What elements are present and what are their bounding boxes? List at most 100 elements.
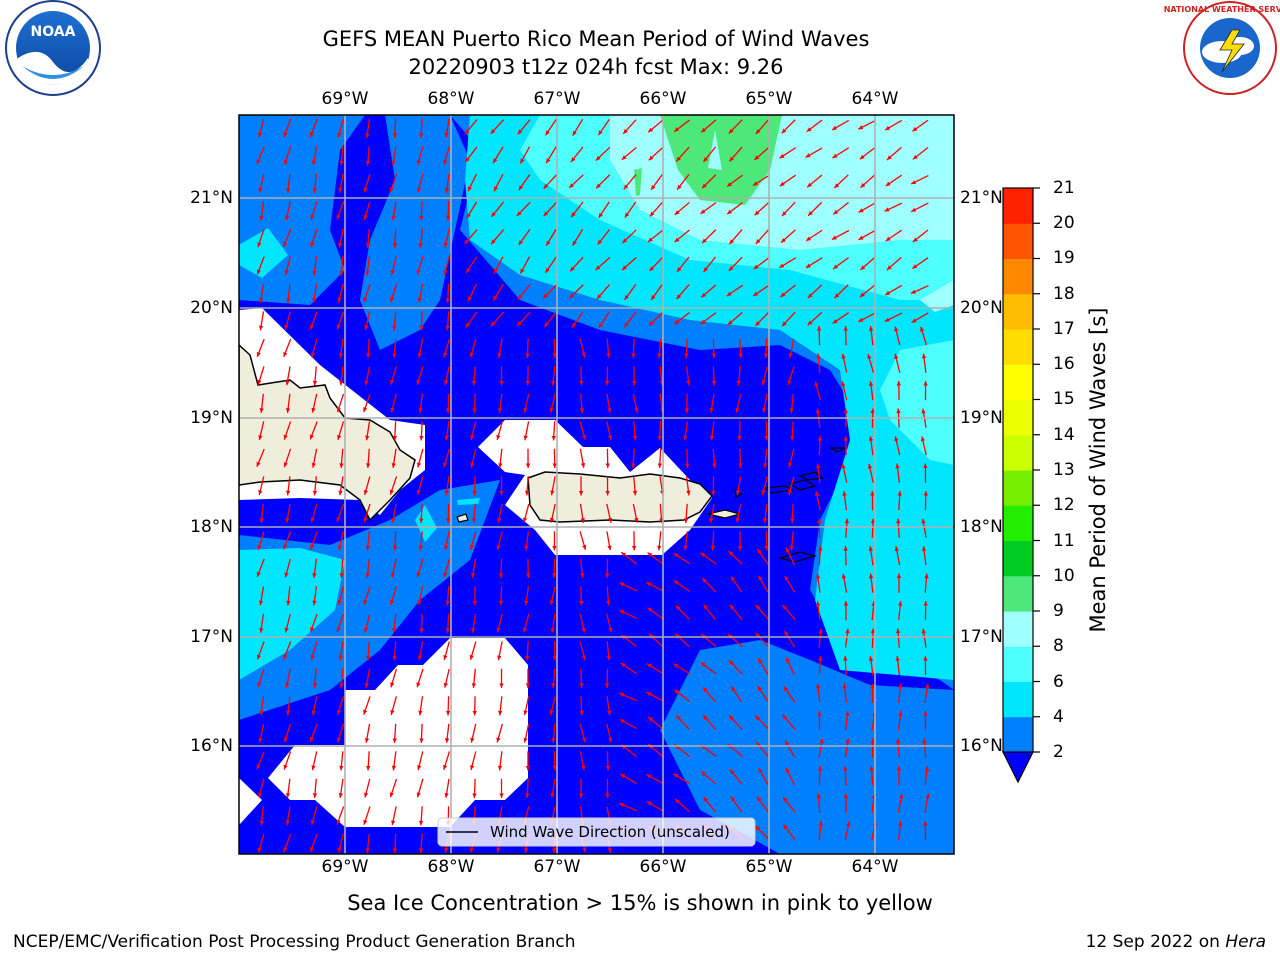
wind-wave-arrowhead [312,270,317,276]
wind-wave-arrowhead [781,211,787,217]
wind-wave-arrowhead [624,212,630,218]
lon-label-bottom: 68°W [427,857,475,877]
wind-wave-arrowhead [619,693,625,698]
wind-wave-arrowhead [257,379,262,385]
wind-wave-arrowhead [490,321,496,327]
wind-wave-arrowhead [807,320,813,326]
wind-wave-arrowhead [545,267,550,273]
wind-wave-arrowhead [471,628,476,633]
footer-credit: NCEP/EMC/Verification Post Processing Pr… [13,932,576,952]
wind-wave-arrowhead [818,628,823,634]
wind-wave-arrowhead [364,380,369,386]
wind-wave-arrowhead [784,575,789,581]
wind-wave-arrowhead [885,125,891,131]
wind-wave-arrowhead [782,604,788,610]
wind-wave-arrowhead [787,462,793,468]
lat-label-left: 20°N [190,298,233,318]
wind-wave-arrowhead [259,628,264,633]
wind-wave-arrowhead [606,600,611,606]
wind-wave-arrowhead [418,545,423,551]
wind-wave-arrowhead [416,269,421,275]
wind-wave-arrowhead [493,158,498,164]
wind-wave-arrowhead [499,793,504,798]
wind-wave-arrowhead [674,689,680,695]
wind-wave-arrowhead [579,710,584,716]
wind-wave-arrowhead [651,295,656,301]
wind-wave-arrowhead [470,462,475,468]
wind-wave-arrowhead [898,821,903,826]
lat-label-left: 19°N [190,408,233,428]
wind-wave-arrowhead [677,184,682,190]
wind-wave-arrowhead [258,325,264,331]
wind-wave-arrowhead [283,846,288,852]
wind-wave-arrowhead [465,322,471,328]
wind-wave-arrowhead [309,736,314,742]
wind-wave-arrowhead [257,544,262,550]
wind-wave-arrowhead [390,572,396,578]
wind-wave-arrowhead [925,683,930,689]
wind-wave-arrowhead [598,212,603,218]
wind-wave-arrowhead [525,353,530,358]
wind-wave-arrowhead [582,544,587,550]
wind-wave-arrowhead [470,435,475,441]
wind-wave-arrowhead [389,792,394,798]
wind-wave-arrowhead [443,270,448,275]
wind-wave-arrowhead [711,353,717,358]
colorbar-tick-label: 4 [1053,707,1064,727]
colorbar-tick-label: 6 [1053,672,1064,692]
wind-wave-arrowhead [497,655,502,661]
wind-wave-arrowhead [470,572,476,578]
wind-wave-arrowhead [496,847,501,853]
wind-wave-arrowhead [444,188,450,193]
wind-wave-arrowhead [842,683,847,689]
wind-wave-arrowhead [818,546,823,551]
wind-wave-arrowhead [841,463,846,469]
puerto-rico-land [527,471,713,523]
wind-wave-arrowhead [417,765,422,771]
wind-wave-arrowhead [649,266,655,272]
wind-wave-arrowhead [256,269,261,275]
svg-text:NOAA: NOAA [31,24,76,40]
wind-wave-arrowhead [754,210,760,216]
wind-wave-arrowhead [256,571,261,577]
wind-wave-arrowhead [648,127,654,133]
wind-wave-arrowhead [648,633,654,639]
wind-wave-arrowhead [444,738,450,743]
wind-wave-arrowhead [728,550,734,556]
wind-wave-arrowhead [498,463,503,468]
wind-wave-arrowhead [256,654,262,660]
wind-wave-arrowhead [363,792,369,798]
wind-wave-arrowhead [284,325,289,330]
footer-date-text: 12 Sep 2022 on [1085,932,1226,952]
wind-wave-arrowhead [497,352,502,358]
wind-wave-arrowhead [674,127,680,132]
wind-wave-arrowhead [365,270,370,276]
wind-wave-arrowhead [285,682,290,688]
lon-label-top: 69°W [321,89,369,109]
wind-wave-arrowhead [526,573,531,578]
wind-wave-arrowhead [923,463,928,469]
wind-wave-arrowhead [711,490,716,496]
colorbar-tick-label: 14 [1053,425,1075,445]
wind-wave-arrowhead [920,436,926,442]
wind-wave-arrowhead [886,155,892,160]
wind-wave-arrowhead [443,462,448,468]
wind-wave-arrowhead [807,293,813,298]
wind-wave-arrowhead [392,738,397,743]
wind-wave-arrowhead [256,351,261,357]
wind-wave-arrowhead [755,605,761,610]
wind-wave-arrowhead [779,153,785,159]
wind-wave-arrowhead [702,183,707,189]
wind-wave-arrowhead [579,683,584,688]
wind-wave-arrowhead [622,265,627,271]
wind-wave-arrowhead [758,768,763,774]
wind-wave-arrowhead [817,436,823,441]
wind-wave-arrowhead [444,847,449,853]
wind-wave-arrowhead [832,125,838,130]
wind-wave-arrowhead [416,682,421,688]
noaa-logo: NOAA [5,0,101,96]
wind-wave-arrowhead [912,126,918,132]
wind-wave-arrowhead [309,131,314,137]
wind-wave-arrowhead [763,353,769,358]
wind-wave-arrowhead [391,463,396,468]
